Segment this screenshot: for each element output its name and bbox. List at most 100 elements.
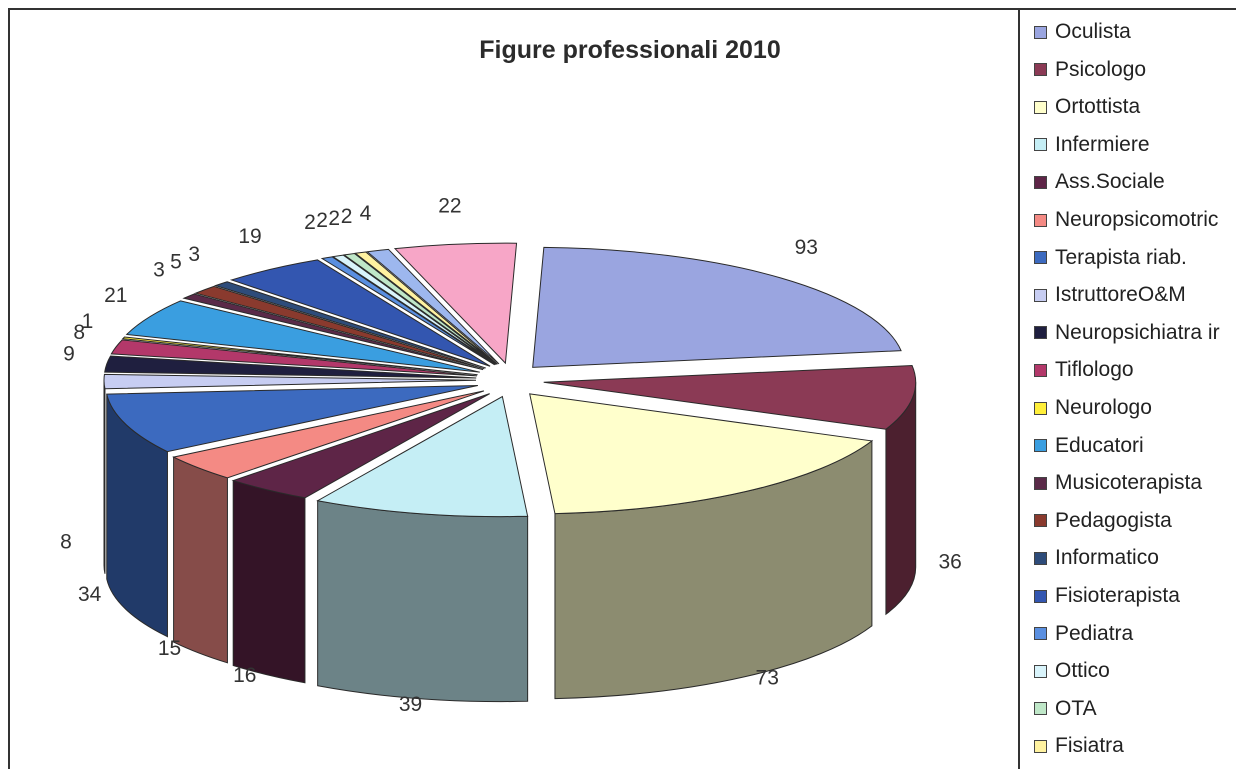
legend-swatch bbox=[1034, 739, 1047, 753]
data-label-11: 21 bbox=[104, 284, 127, 307]
legend-swatch bbox=[1034, 514, 1047, 528]
chart-frame bbox=[8, 8, 1236, 769]
legend-label: Neurologo bbox=[1055, 396, 1152, 419]
legend-label: Terapista riab. bbox=[1055, 245, 1187, 269]
legend-label: Informatico bbox=[1055, 546, 1159, 570]
legend-swatch bbox=[1034, 702, 1047, 716]
pie-slice-19 bbox=[354, 251, 498, 365]
pie-side-5 bbox=[173, 456, 228, 664]
data-label-18: 2 bbox=[328, 207, 340, 230]
legend-swatch bbox=[1034, 476, 1047, 490]
data-label-2: 73 bbox=[756, 666, 779, 689]
legend-label: OTA bbox=[1055, 696, 1097, 720]
legend-item: Oculista bbox=[1034, 18, 1131, 46]
pie-slice-4 bbox=[231, 393, 490, 499]
data-label-9: 8 bbox=[73, 321, 85, 344]
pie-slice-0 bbox=[532, 246, 902, 368]
legend-item: Ortottista bbox=[1034, 93, 1140, 121]
data-label-5: 15 bbox=[158, 637, 181, 660]
pie-slice-18 bbox=[342, 252, 497, 365]
legend-swatch bbox=[1034, 627, 1047, 641]
pie-slice-1 bbox=[543, 365, 917, 430]
data-label-0: 93 bbox=[795, 236, 818, 259]
legend-label: Neuropsicomotric bbox=[1055, 208, 1219, 231]
pie-slice-3 bbox=[316, 395, 529, 518]
legend-item: Tiflologo bbox=[1034, 356, 1134, 384]
legend-label: Fisiatra bbox=[1055, 734, 1124, 758]
data-label-13: 5 bbox=[170, 251, 182, 274]
legend-item: Pediatra bbox=[1034, 620, 1133, 648]
data-label-4: 16 bbox=[233, 664, 256, 687]
legend-swatch bbox=[1034, 363, 1047, 377]
pie-tops bbox=[103, 242, 917, 518]
data-label-14: 3 bbox=[188, 243, 200, 266]
legend-item: Neurologo bbox=[1034, 394, 1152, 422]
pie-slice-17 bbox=[331, 254, 496, 366]
pie-slice-14 bbox=[213, 281, 486, 369]
pie-slice-9 bbox=[110, 339, 478, 377]
data-label-8: 9 bbox=[63, 342, 75, 365]
pie-slice-7 bbox=[103, 373, 477, 390]
pie-slice-20 bbox=[366, 248, 500, 365]
data-label-16: 2 bbox=[304, 211, 316, 234]
legend-item: Musicoterapista bbox=[1034, 469, 1202, 497]
data-label-6: 34 bbox=[78, 583, 102, 606]
chart-title: Figure professionali 2010 bbox=[479, 36, 781, 64]
data-label-21: 22 bbox=[438, 195, 461, 218]
legend-swatch bbox=[1034, 213, 1047, 227]
data-label-17: 2 bbox=[316, 209, 328, 232]
data-label-15: 19 bbox=[238, 225, 261, 248]
legend-label: Musicoterapista bbox=[1055, 471, 1203, 495]
pie-sides bbox=[103, 380, 917, 703]
legend-label: Pediatra bbox=[1055, 621, 1134, 645]
legend-item: Pedagogista bbox=[1034, 507, 1172, 535]
legend-swatch bbox=[1034, 288, 1047, 302]
legend-item: Informatico bbox=[1034, 544, 1159, 572]
pie-slice-10 bbox=[121, 336, 478, 376]
legend-swatch bbox=[1034, 664, 1047, 678]
legend-swatch bbox=[1034, 138, 1047, 152]
legend-label: Ortottista bbox=[1055, 95, 1141, 119]
pie-slice-2 bbox=[529, 393, 874, 515]
pie-slice-13 bbox=[193, 285, 485, 370]
legend-item: Fisioterapista bbox=[1034, 582, 1180, 610]
legend-item: OTA bbox=[1034, 695, 1097, 723]
legend-swatch bbox=[1034, 63, 1047, 77]
data-label-20: 4 bbox=[360, 202, 372, 225]
legend-item: Terapista riab. bbox=[1034, 244, 1187, 272]
legend-item: IstruttoreO&M bbox=[1034, 281, 1186, 309]
legend-label: Infermiere bbox=[1055, 132, 1150, 156]
pie-side-7 bbox=[103, 380, 106, 574]
legend-label: Ottico bbox=[1055, 659, 1110, 683]
legend-swatch bbox=[1034, 175, 1047, 189]
data-label-7: 8 bbox=[60, 530, 72, 553]
legend-swatch bbox=[1034, 551, 1047, 565]
pie-slice-12 bbox=[182, 293, 484, 371]
legend-label: Psicologo bbox=[1055, 57, 1147, 81]
legend-swatch bbox=[1034, 439, 1047, 453]
legend-swatch bbox=[1034, 326, 1047, 340]
pie-slice-16 bbox=[320, 256, 495, 366]
data-label-1: 36 bbox=[938, 551, 961, 574]
legend-item: Ottico bbox=[1034, 657, 1110, 685]
legend-label: Educatori bbox=[1055, 433, 1144, 457]
legend-item: Fisiatra bbox=[1034, 732, 1124, 760]
legend-label: Pedagogista bbox=[1055, 508, 1172, 532]
data-label-10: 1 bbox=[82, 310, 94, 333]
pie-slice-8 bbox=[104, 355, 477, 379]
legend-item: Ass.Sociale bbox=[1034, 168, 1165, 196]
legend-label: IstruttoreO&M bbox=[1055, 283, 1186, 307]
legend-item: Psicologo bbox=[1034, 56, 1146, 84]
legend-swatch bbox=[1034, 100, 1047, 114]
legend-label: Ass.Sociale bbox=[1055, 170, 1165, 194]
pie-slice-11 bbox=[125, 300, 480, 373]
legend-item: Infermiere bbox=[1034, 131, 1150, 159]
legend-label: Fisioterapista bbox=[1055, 584, 1180, 607]
pie-slice-21 bbox=[393, 242, 518, 365]
data-label-19: 2 bbox=[341, 205, 353, 228]
legend-swatch bbox=[1034, 401, 1047, 415]
legend-label: Neuropsichiatra ir bbox=[1055, 320, 1220, 344]
legend-swatch bbox=[1034, 25, 1047, 39]
